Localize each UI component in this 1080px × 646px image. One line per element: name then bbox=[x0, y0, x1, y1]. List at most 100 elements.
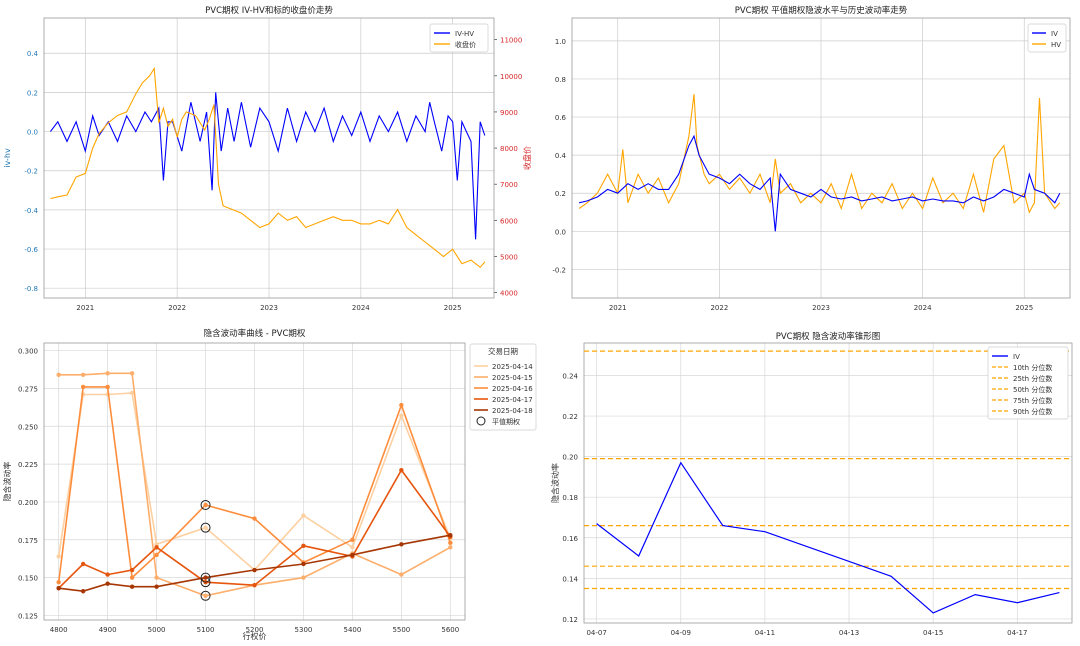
legend-label: 平值期权 bbox=[492, 417, 520, 426]
iv-point bbox=[56, 372, 61, 377]
iv-point bbox=[399, 413, 404, 418]
atm-marker bbox=[200, 522, 211, 533]
chart-title: PVC期权 平值期权隐波水平与历史波动率走势 bbox=[735, 5, 908, 16]
y-right-tick-label: 10000 bbox=[500, 73, 522, 81]
iv-hv-close-chart: -0.8 -0.6 -0.4 -0.2 0.0 0.2 0.4 2021 2022 2023 202… bbox=[3, 5, 532, 312]
iv-point bbox=[399, 572, 404, 577]
iv-point bbox=[56, 554, 61, 559]
series-line-close-price bbox=[50, 66, 486, 269]
y-right-tick-label: 4000 bbox=[500, 290, 518, 298]
iv-point bbox=[80, 372, 86, 377]
atm-iv-hv-chart: -0.2 0.0 0.2 0.4 0.6 0.8 1.0 2021 2022 2023 2024 20… bbox=[552, 5, 1071, 312]
series-line-iv-hv bbox=[49, 92, 486, 240]
iv-point bbox=[399, 467, 404, 473]
x-tick-label: 04-07 bbox=[586, 629, 606, 637]
atm-marker bbox=[200, 590, 211, 601]
y-right-tick-label: 8000 bbox=[500, 145, 518, 153]
y-tick-label: 0.8 bbox=[555, 76, 566, 84]
y-axis-label-right: 收盘价 bbox=[522, 146, 532, 170]
x-tick-label: 2021 bbox=[609, 304, 627, 312]
plot-frame bbox=[571, 17, 1071, 299]
y-tick-label: 0.14 bbox=[562, 575, 578, 583]
legend-label: IV bbox=[1013, 353, 1020, 361]
y-axis-label: iv-hv bbox=[3, 148, 12, 168]
iv-point bbox=[56, 586, 61, 591]
x-tick-label: 2023 bbox=[260, 304, 278, 312]
iv-point bbox=[129, 584, 135, 589]
iv-point bbox=[350, 537, 355, 542]
iv-point bbox=[252, 567, 257, 573]
y-tick-label: 1.0 bbox=[555, 38, 566, 46]
iv-point bbox=[129, 575, 135, 580]
x-tick-label: 2021 bbox=[76, 304, 94, 312]
y-tick-label: 0.175 bbox=[18, 537, 38, 545]
iv-point bbox=[105, 572, 110, 577]
y-tick-label: -0.2 bbox=[552, 266, 566, 274]
iv-point bbox=[399, 542, 404, 547]
y-right-tick-label: 7000 bbox=[500, 181, 518, 189]
legend-label: 2025-04-18 bbox=[492, 407, 533, 415]
y-tick-label: -0.2 bbox=[24, 168, 38, 176]
legend-label: 2025-04-15 bbox=[492, 374, 533, 382]
x-tick-label: 04-13 bbox=[839, 629, 859, 637]
iv-cone-chart: 0.12 0.14 0.16 0.18 0.20 0.22 0.24 04-07 04-09 04… bbox=[550, 331, 1073, 637]
x-tick-label: 5000 bbox=[148, 626, 166, 634]
y-tick-label: 0.22 bbox=[562, 413, 578, 421]
x-tick-label: 04-11 bbox=[755, 629, 775, 637]
legend-label: 2025-04-17 bbox=[492, 396, 533, 404]
y-tick-label: 0.275 bbox=[18, 385, 38, 393]
iv-point bbox=[105, 371, 110, 376]
y-right-tick-label: 11000 bbox=[500, 37, 522, 45]
plot-frame bbox=[43, 17, 495, 299]
series-line-hv bbox=[578, 94, 1061, 214]
plot-frame bbox=[583, 342, 1073, 624]
iv-point bbox=[448, 545, 453, 550]
legend-label: 50th 分位数 bbox=[1013, 385, 1052, 394]
iv-point bbox=[203, 593, 208, 598]
y-tick-label: 0.6 bbox=[555, 114, 567, 122]
iv-point bbox=[350, 545, 355, 550]
iv-point bbox=[105, 581, 110, 586]
y-tick-label: 0.300 bbox=[18, 348, 38, 356]
x-tick-label: 2025 bbox=[444, 304, 462, 312]
x-tick-label: 5400 bbox=[343, 626, 361, 634]
y-tick-label: 0.18 bbox=[562, 494, 578, 502]
x-tick-label: 2024 bbox=[914, 304, 932, 312]
iv-point bbox=[80, 589, 86, 594]
x-tick-label: 2025 bbox=[1015, 304, 1033, 312]
x-tick-label: 2023 bbox=[812, 304, 830, 312]
legend-box bbox=[1027, 23, 1067, 53]
plot-frame bbox=[43, 342, 466, 621]
iv-point bbox=[301, 575, 306, 580]
y-tick-label: 0.250 bbox=[18, 423, 38, 431]
iv-point bbox=[154, 575, 159, 580]
iv-line bbox=[596, 461, 1060, 614]
x-tick-label: 5500 bbox=[392, 626, 410, 634]
legend-label: 10th 分位数 bbox=[1013, 363, 1052, 372]
iv-point bbox=[129, 567, 135, 573]
legend-atm-marker bbox=[476, 416, 486, 426]
iv-point bbox=[301, 513, 306, 518]
iv-point bbox=[80, 561, 86, 567]
iv-point bbox=[129, 371, 135, 376]
iv-point bbox=[154, 552, 159, 558]
legend-label: 收盘价 bbox=[455, 40, 476, 49]
y-tick-label: 0.0 bbox=[27, 129, 38, 137]
atm-marker bbox=[200, 499, 211, 510]
x-tick-label: 2022 bbox=[168, 304, 186, 312]
x-tick-label: 5600 bbox=[441, 626, 459, 634]
iv-point bbox=[301, 561, 306, 567]
x-tick-label: 04-17 bbox=[1007, 629, 1027, 637]
iv-point bbox=[448, 540, 453, 546]
y-axis-label: 隐含波动率 bbox=[2, 462, 12, 502]
iv-point bbox=[154, 542, 159, 547]
chart-title: PVC期权 IV-HV和标的收盘价走势 bbox=[205, 5, 333, 16]
legend-box bbox=[987, 346, 1069, 420]
legend-label: IV-HV bbox=[455, 30, 474, 38]
y-axis-label: 隐含波动率 bbox=[550, 463, 560, 503]
iv-point bbox=[56, 579, 61, 585]
iv-point bbox=[105, 384, 110, 390]
y-tick-label: -0.4 bbox=[24, 207, 38, 215]
x-tick-label: 04-09 bbox=[671, 629, 691, 637]
x-tick-label: 4900 bbox=[99, 626, 117, 634]
